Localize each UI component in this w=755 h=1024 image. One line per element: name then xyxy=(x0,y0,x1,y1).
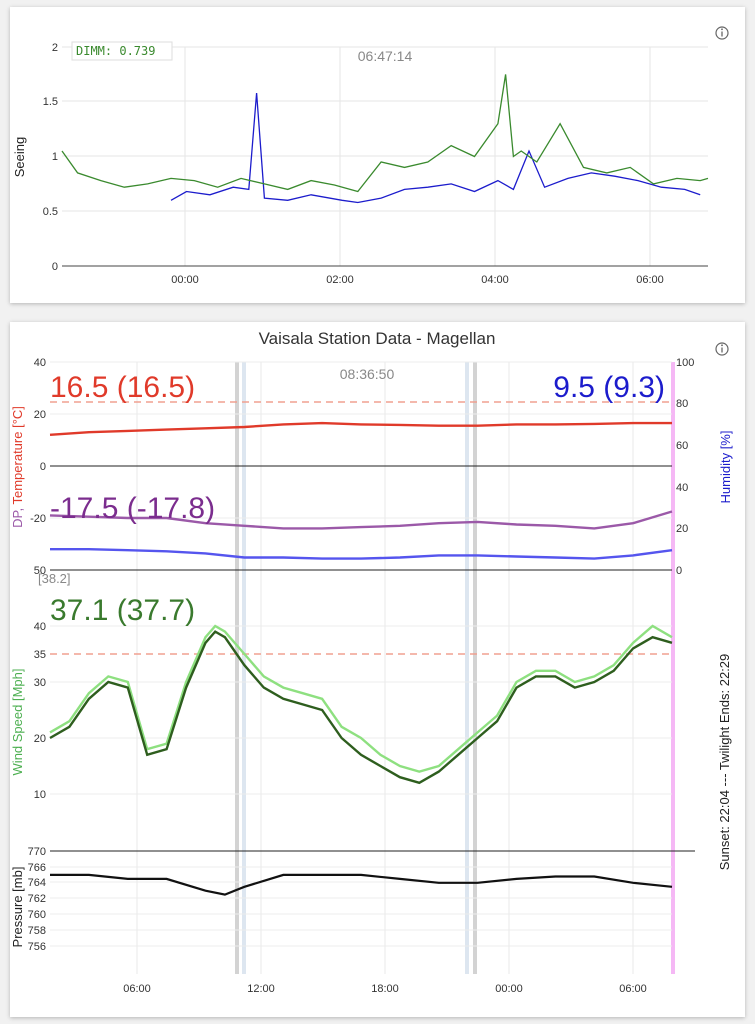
pressure-tick-1: 766 xyxy=(28,862,46,874)
dimm-badge: DIMM: 0.739 xyxy=(76,44,155,58)
humidity-tick-0: 100 xyxy=(676,357,694,369)
pressure-series-line xyxy=(50,873,673,896)
wind-tick-1: 35 xyxy=(34,649,46,661)
info-icon[interactable] xyxy=(715,26,729,40)
seeing-ytick-1: 1.5 xyxy=(43,96,58,108)
vaisala-timestamp: 08:36:50 xyxy=(340,366,395,382)
seeing-panel: 2 1.5 1 0.5 0 00:00 02:00 04:00 06:00 Se… xyxy=(10,7,745,303)
humidity-tick-4: 20 xyxy=(676,523,688,535)
event-band-4 xyxy=(473,362,477,974)
vaisala-xtick-2: 18:00 xyxy=(371,983,399,995)
seeing-ytick-2: 1 xyxy=(52,151,58,163)
dimm-badge-box xyxy=(71,41,173,61)
vaisala-xtick-3: 00:00 xyxy=(495,983,523,995)
vaisala-xtick-0: 06:00 xyxy=(123,983,151,995)
humidity-ylabel: Humidity [%] xyxy=(718,431,733,504)
temp-tick-1: 20 xyxy=(34,409,46,421)
vaisala-chart: Vaisala Station Data - Magellan 40 20 0 xyxy=(10,329,733,995)
mass-series-line xyxy=(170,92,701,204)
temperature-ylabel: DP, Temperature [°C] xyxy=(10,406,25,528)
seeing-xtick-1: 02:00 xyxy=(326,274,354,286)
temp-tick-0: 40 xyxy=(34,357,46,369)
dewpoint-readout: -17.5 (-17.8) xyxy=(50,492,215,525)
seeing-xtick-0: 00:00 xyxy=(171,274,199,286)
vaisala-xtick-4: 06:00 xyxy=(619,983,647,995)
temp-tick-4: 50 xyxy=(34,565,46,577)
vaisala-title: Vaisala Station Data - Magellan xyxy=(259,329,496,348)
temperature-series-line xyxy=(49,421,672,436)
pressure-tick-2: 764 xyxy=(28,877,46,889)
event-band-3 xyxy=(465,362,469,974)
seeing-ytick-3: 0.5 xyxy=(43,206,58,218)
seeing-xtick-2: 04:00 xyxy=(481,274,509,286)
seeing-ylabel: Seeing xyxy=(12,137,27,177)
wind-tick-0: 40 xyxy=(34,621,46,633)
event-band-1 xyxy=(235,362,239,974)
sunset-note: Sunset: 22:04 --- Twilight Ends: 22:29 xyxy=(717,654,732,871)
wind-direction-label: [38.2] xyxy=(38,571,71,586)
temp-tick-3: -20 xyxy=(30,513,46,525)
humidity-series-line xyxy=(50,547,673,560)
event-band-2 xyxy=(242,362,246,974)
info-icon-vaisala[interactable] xyxy=(715,342,729,356)
wind-speed-series-line xyxy=(49,630,673,785)
temperature-readout: 16.5 (16.5) xyxy=(50,371,195,404)
humidity-tick-5: 0 xyxy=(676,565,682,577)
wind-tick-2: 30 xyxy=(34,677,46,689)
pressure-tick-5: 758 xyxy=(28,925,46,937)
vaisala-panel: Vaisala Station Data - Magellan 40 20 0 xyxy=(10,322,745,1017)
wind-tick-4: 10 xyxy=(34,789,46,801)
pressure-tick-0: 770 xyxy=(28,846,46,858)
pressure-tick-4: 760 xyxy=(28,909,46,921)
temp-tick-2: 0 xyxy=(40,461,46,473)
pressure-tick-3: 762 xyxy=(28,893,46,905)
seeing-chart: 2 1.5 1 0.5 0 00:00 02:00 04:00 06:00 Se… xyxy=(12,26,729,286)
twilight-band xyxy=(671,362,675,974)
dewpoint-series-line xyxy=(49,510,673,530)
seeing-xtick-3: 06:00 xyxy=(636,274,664,286)
seeing-ytick-0: 2 xyxy=(52,42,58,54)
humidity-tick-2: 60 xyxy=(676,440,688,452)
humidity-tick-1: 80 xyxy=(676,398,688,410)
humidity-readout: 9.5 (9.3) xyxy=(553,371,665,404)
seeing-timestamp: 06:47:14 xyxy=(358,48,413,64)
wind-gust-series-line xyxy=(49,624,673,773)
wind-readout: 37.1 (37.7) xyxy=(50,594,195,627)
wind-tick-3: 20 xyxy=(34,733,46,745)
seeing-ytick-4: 0 xyxy=(52,261,58,273)
pressure-tick-6: 756 xyxy=(28,941,46,953)
vaisala-xtick-1: 12:00 xyxy=(247,983,275,995)
pressure-ylabel: Pressure [mb] xyxy=(10,867,25,948)
dimm-series-line xyxy=(61,74,709,193)
wind-ylabel: Wind Speed [Mph] xyxy=(10,669,25,776)
humidity-tick-3: 40 xyxy=(676,482,688,494)
